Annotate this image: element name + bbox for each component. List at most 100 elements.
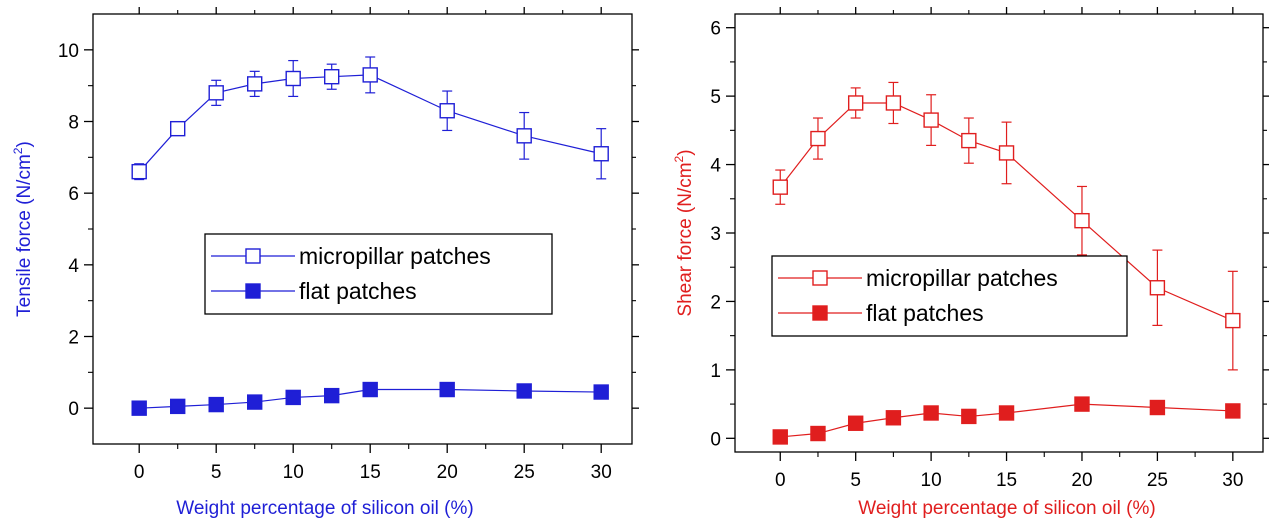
series-2	[772, 396, 1241, 445]
data-point	[1225, 403, 1241, 419]
x-tick-label: 0	[134, 462, 145, 483]
y-tick-label: 3	[710, 224, 721, 245]
legend-box	[771, 255, 1128, 337]
data-point	[439, 103, 455, 119]
data-point	[1149, 399, 1166, 416]
series-1	[131, 56, 609, 181]
series-line	[139, 388, 602, 409]
data-point	[362, 381, 378, 398]
data-point	[169, 398, 186, 415]
data-point	[208, 396, 224, 413]
y-tick-label: 2	[710, 292, 721, 313]
data-point	[1074, 212, 1090, 229]
x-tick-label: 20	[1071, 470, 1092, 491]
data-point	[1074, 396, 1090, 412]
legend-box	[204, 233, 553, 315]
y-tick-label: 0	[710, 429, 721, 450]
y-tick-label: 2	[68, 328, 79, 349]
data-point	[439, 381, 455, 398]
y-axis-title-superscript: 2	[672, 155, 686, 162]
x-axis-title: Weight percentage of silicon oil (%)	[176, 498, 473, 519]
legend-marker	[245, 283, 261, 299]
data-point	[961, 132, 977, 149]
data-point	[961, 408, 977, 425]
series-1	[772, 81, 1241, 371]
plot-frame	[92, 13, 633, 445]
data-point	[885, 95, 902, 111]
y-tick-label: 4	[710, 156, 721, 177]
data-point	[324, 69, 340, 85]
x-tick-label: 5	[211, 462, 222, 483]
data-point	[285, 389, 301, 406]
x-axis-title: Weight percentage of silicon oil (%)	[858, 498, 1155, 519]
x-tick-label: 15	[996, 470, 1017, 491]
chart-panel-2: 0 5 10 15 20 25 30 0 1 2 3 4 5 6 Weight percentage of …	[672, 7, 1269, 519]
data-point	[516, 383, 532, 399]
data-point	[998, 405, 1015, 421]
x-tick-label: 25	[1147, 470, 1168, 491]
data-point	[131, 400, 147, 416]
legend-marker	[812, 270, 828, 286]
data-point	[246, 76, 263, 92]
data-point	[923, 112, 939, 128]
data-point	[208, 85, 224, 101]
y-tick-label: 8	[68, 113, 79, 134]
x-tick-label: 0	[775, 470, 786, 491]
legend-label: micropillar patches	[866, 265, 1058, 291]
x-tick-label: 25	[514, 462, 535, 483]
data-point	[810, 130, 826, 147]
x-tick-label: 15	[360, 462, 381, 483]
series-line	[780, 403, 1233, 438]
data-point	[1149, 280, 1166, 296]
data-point	[285, 70, 301, 87]
data-point	[169, 120, 186, 137]
series-line	[138, 74, 602, 173]
legend-label: micropillar patches	[299, 243, 491, 269]
data-point	[246, 394, 263, 410]
x-tick-label: 30	[1222, 470, 1243, 491]
data-point	[324, 387, 340, 404]
data-point	[772, 429, 788, 445]
legend-label: flat patches	[866, 300, 984, 326]
series-2	[131, 381, 609, 416]
data-point	[923, 405, 939, 421]
legend: micropillar patches flat patches	[204, 233, 553, 315]
y-axis-title-close: )	[675, 149, 696, 155]
y-axis-title-close: )	[14, 141, 35, 147]
y-tick-label: 0	[68, 399, 79, 420]
series-line	[779, 102, 1234, 322]
data-point	[847, 95, 864, 111]
data-point	[998, 145, 1015, 161]
y-axis-title: Shear force (N/cm2)	[672, 149, 696, 316]
legend-label: flat patches	[299, 278, 417, 304]
y-tick-label: 5	[710, 87, 721, 108]
legend-marker	[245, 248, 261, 264]
data-point	[1225, 312, 1241, 329]
y-tick-label: 10	[58, 41, 79, 62]
legend: micropillar patches flat patches	[771, 255, 1128, 337]
data-point	[593, 384, 609, 400]
y-axis-title-superscript: 2	[11, 147, 25, 154]
data-point	[810, 425, 826, 442]
x-tick-label: 10	[921, 470, 942, 491]
data-point	[847, 415, 864, 431]
data-point	[362, 67, 378, 83]
data-point	[593, 146, 609, 162]
data-point	[772, 179, 788, 195]
plot-frame	[734, 13, 1264, 453]
y-axis-title-text: Shear force (N/cm	[675, 162, 696, 316]
x-tick-label: 10	[283, 462, 304, 483]
x-tick-label: 30	[591, 462, 612, 483]
y-tick-label: 6	[710, 19, 721, 40]
data-point	[131, 163, 147, 180]
data-point	[885, 410, 902, 426]
data-point	[516, 128, 532, 144]
y-axis-title-text: Tensile force (N/cm	[14, 154, 35, 317]
legend-marker	[812, 305, 828, 321]
y-tick-label: 6	[68, 184, 79, 205]
y-axis-title: Tensile force (N/cm2)	[11, 141, 35, 317]
y-tick-label: 1	[710, 361, 721, 382]
x-tick-label: 20	[437, 462, 458, 483]
x-tick-label: 5	[850, 470, 861, 491]
